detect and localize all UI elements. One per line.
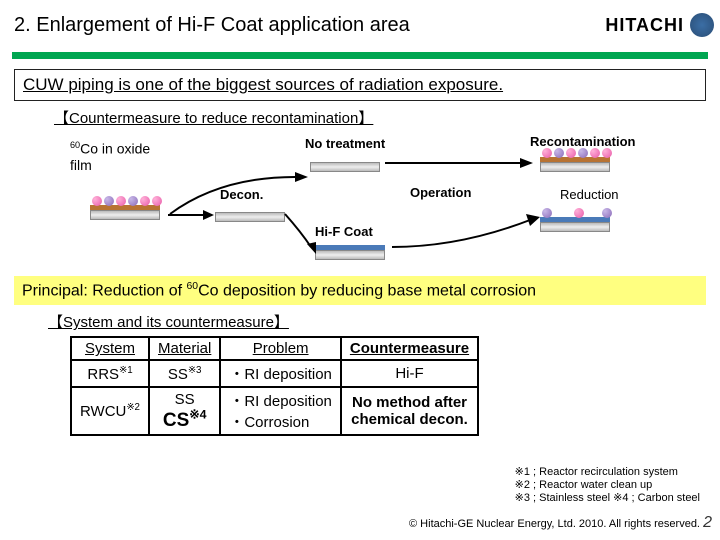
co-label: 60Co in oxidefilm <box>70 140 150 173</box>
cell-hif: Hi-F <box>341 360 478 387</box>
title-bar: 2. Enlargement of Hi-F Coat application … <box>0 0 720 50</box>
recontamination-label: Recontamination <box>530 134 635 149</box>
th-problem: Problem <box>220 337 341 360</box>
cell-sscs: SSCS※4 <box>149 387 220 435</box>
no-treatment-label: No treatment <box>305 136 385 151</box>
system-table: System Material Problem Countermeasure R… <box>70 336 479 436</box>
table-row: System Material Problem Countermeasure <box>71 337 478 360</box>
diagram-area: 60Co in oxidefilm No treatment Recontami… <box>40 132 680 272</box>
hitachi-logo: HITACHI <box>605 15 684 36</box>
principal-box: Principal: Reduction of 60Co deposition … <box>14 276 706 305</box>
arrow-3 <box>168 208 216 222</box>
footnotes: ※1 ; Reactor recirculation system ※2 ; R… <box>515 465 700 504</box>
arrow-4 <box>283 212 323 257</box>
pipe-initial <box>90 210 160 220</box>
section-system: 【System and its countermeasure】 <box>48 311 720 332</box>
ge-icon <box>690 13 714 37</box>
cell-rrs: RRS※1 <box>71 360 149 387</box>
arrow-2 <box>385 156 535 170</box>
brand-block: HITACHI <box>605 13 720 37</box>
th-system: System <box>71 337 149 360</box>
hif-label: Hi-F Coat <box>315 224 373 239</box>
th-countermeasure: Countermeasure <box>341 337 478 360</box>
cell-ri1: ・RI deposition <box>220 360 341 387</box>
arrow-5 <box>390 212 540 257</box>
cell-nomethod: No method afterchemical decon. <box>341 387 478 435</box>
pipe-recontam <box>540 162 610 172</box>
pipe-reduction <box>540 222 610 232</box>
section-countermeasure: 【Countermeasure to reduce recontaminatio… <box>54 107 720 128</box>
pipe-no-treatment <box>310 162 380 172</box>
th-material: Material <box>149 337 220 360</box>
reduction-label: Reduction <box>560 187 619 202</box>
operation-label: Operation <box>410 185 471 200</box>
page-number: 2 <box>703 514 712 532</box>
table-row: RWCU※2 SSCS※4 ・RI deposition・Corrosion N… <box>71 387 478 435</box>
green-divider <box>12 52 708 59</box>
pipe-hif <box>315 250 385 260</box>
table-row: RRS※1 SS※3 ・RI deposition Hi-F <box>71 360 478 387</box>
cell-ri2: ・RI deposition・Corrosion <box>220 387 341 435</box>
cell-rwcu: RWCU※2 <box>71 387 149 435</box>
cell-ss: SS※3 <box>149 360 220 387</box>
subtitle: CUW piping is one of the biggest sources… <box>14 69 706 101</box>
copyright: © Hitachi-GE Nuclear Energy, Ltd. 2010. … <box>409 518 700 530</box>
slide-title: 2. Enlargement of Hi-F Coat application … <box>0 14 605 37</box>
